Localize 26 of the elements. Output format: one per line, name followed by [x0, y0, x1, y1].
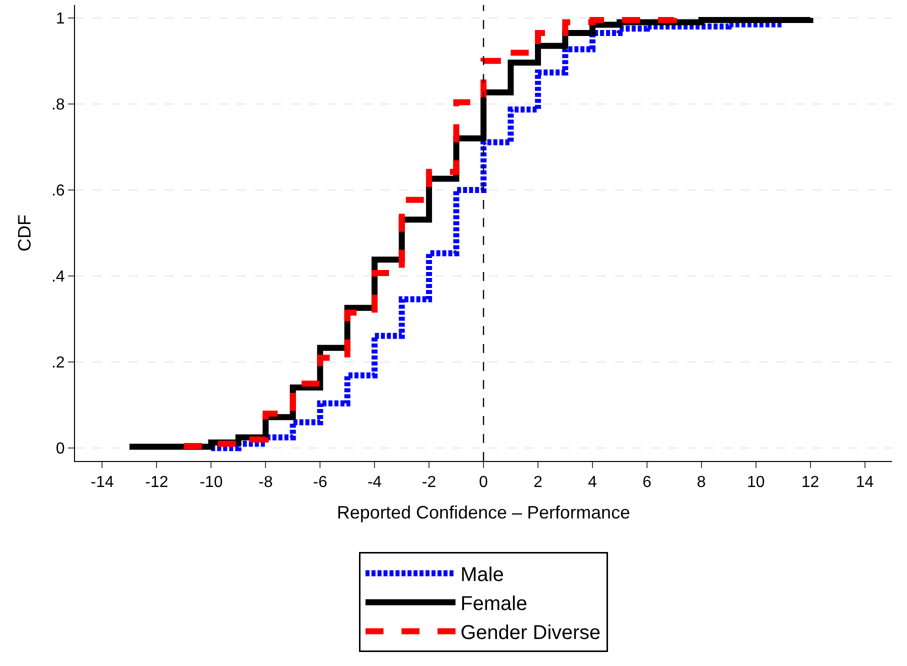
x-tick-label: -14: [90, 474, 114, 492]
x-axis-title: Reported Confidence – Performance: [336, 502, 630, 522]
y-axis-title: CDF: [14, 214, 35, 252]
x-tick-label: 2: [534, 474, 543, 492]
y-tick-label: 1: [56, 10, 65, 28]
x-tick-label: 4: [588, 474, 597, 492]
x-tick-label: 6: [642, 474, 652, 492]
x-tick-label: 8: [696, 474, 706, 492]
legend-label: Female: [460, 593, 528, 615]
y-tick-label: .2: [51, 354, 65, 372]
x-tick-label: -8: [258, 474, 273, 492]
x-tick-label: -10: [200, 474, 223, 492]
x-tick-label: 0: [479, 474, 488, 492]
legend-label: Male: [460, 564, 504, 586]
y-tick-label: .4: [51, 268, 65, 286]
y-tick-label: .6: [51, 182, 65, 200]
x-tick-label: 10: [746, 474, 765, 492]
legend-label: Gender Diverse: [460, 622, 601, 644]
x-tick-label: -6: [312, 474, 328, 492]
y-tick-label: 0: [56, 440, 65, 458]
x-tick-label: -12: [145, 474, 168, 492]
x-tick-label: 14: [856, 474, 874, 492]
y-tick-label: .8: [51, 96, 65, 114]
x-tick-label: -4: [367, 474, 382, 492]
x-tick-label: 12: [801, 474, 820, 492]
x-tick-label: -2: [422, 474, 436, 492]
